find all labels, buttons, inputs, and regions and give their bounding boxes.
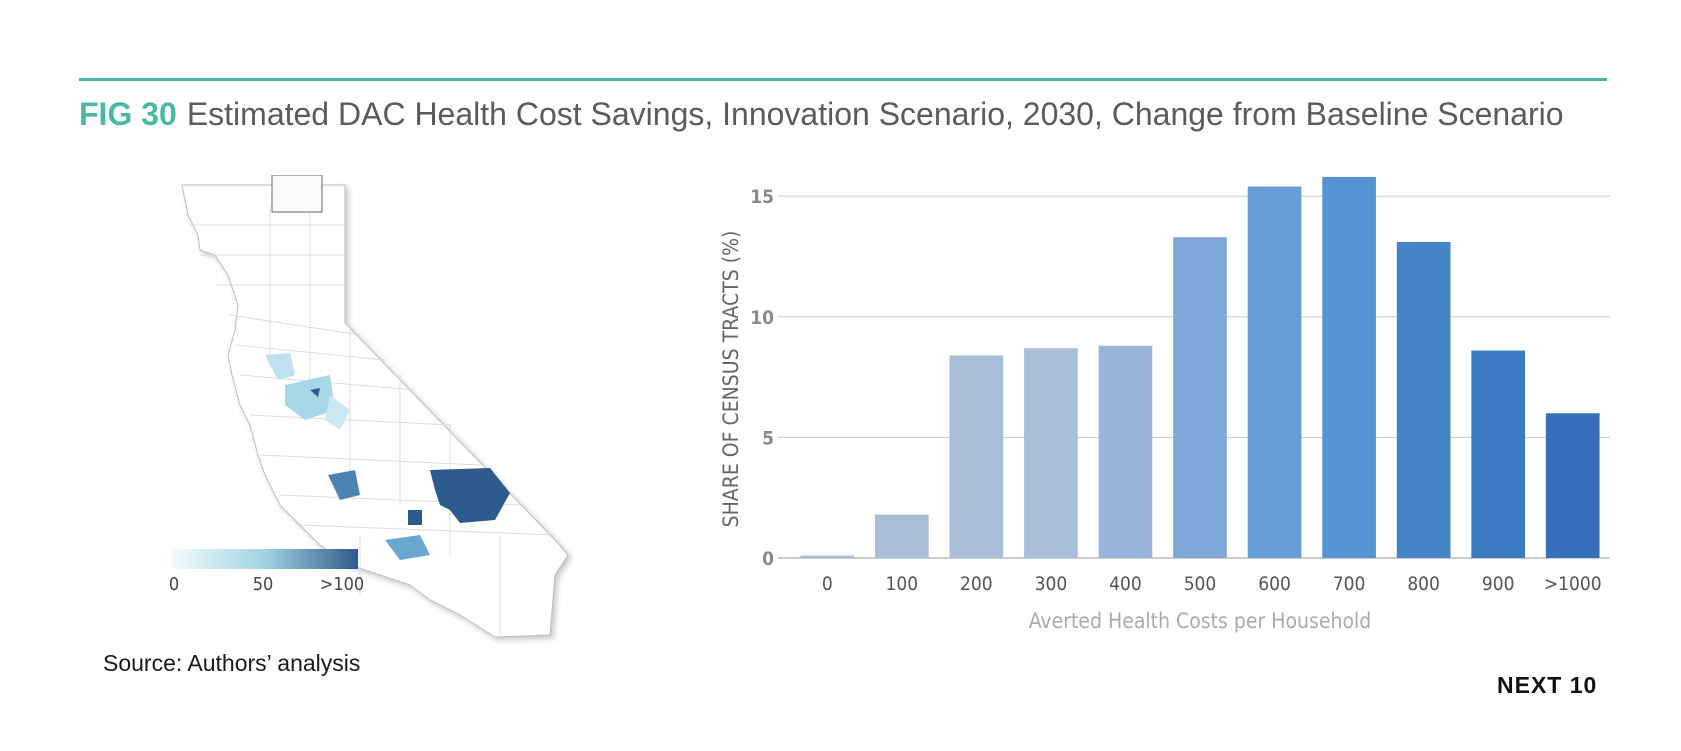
bar-3 [1024,348,1078,558]
y-tick-label: 5 [762,427,774,449]
x-axis-label: Averted Health Costs per Household [1029,609,1372,633]
bar-6 [1247,186,1302,558]
bar-1 [874,514,929,558]
figure-title-text: Estimated DAC Health Cost Savings, Innov… [186,96,1564,132]
x-tick-label: 400 [1109,573,1142,595]
x-tick-label: 800 [1407,573,1440,595]
figure-label: FIG 30 [79,96,177,132]
x-tick-label: 600 [1258,573,1291,595]
inset-box [271,175,323,213]
california-map: 0 50 >100 [169,175,569,638]
bar-4 [1098,345,1153,558]
legend-gradient-bar [172,549,358,569]
chart-labels: 0 5 10 15 0 100 200 300 400 500 600 700 800 900 >1000 [750,186,1601,595]
x-tick-label: 200 [960,573,993,595]
bar-10 [1545,413,1600,558]
y-tick-label: 10 [750,307,774,329]
california-outline [181,184,569,638]
y-axis-label: SHARE OF CENSUS TRACTS (%) [719,231,743,528]
legend-mid-label: 50 [253,574,274,595]
figure-title: FIG 30 Estimated DAC Health Cost Savings,… [79,96,1564,133]
x-tick-label: 300 [1035,573,1068,595]
bar-7 [1322,176,1376,559]
brand-logo-text: NEXT 10 [1497,672,1598,698]
bar-0 [800,555,855,558]
x-tick-label: 900 [1482,573,1515,595]
legend-min-label: 0 [169,574,179,595]
x-tick-label: 100 [886,573,919,595]
x-tick-label: 0 [822,573,833,595]
x-tick-label: 500 [1184,573,1217,595]
chart-bars [800,176,1600,559]
x-tick-label: >1000 [1544,573,1602,595]
source-note: Source: Authors’ analysis [103,650,361,676]
legend-max-label: >100 [320,574,364,595]
bar-2 [949,355,1004,558]
header-rule [79,78,1607,81]
x-tick-label: 700 [1333,573,1366,595]
bar-5 [1173,237,1227,559]
bar-9 [1471,350,1526,558]
savings-regions [265,353,510,560]
y-tick-label: 15 [750,186,774,208]
y-tick-label: 0 [762,548,774,570]
bar-8 [1396,242,1451,558]
